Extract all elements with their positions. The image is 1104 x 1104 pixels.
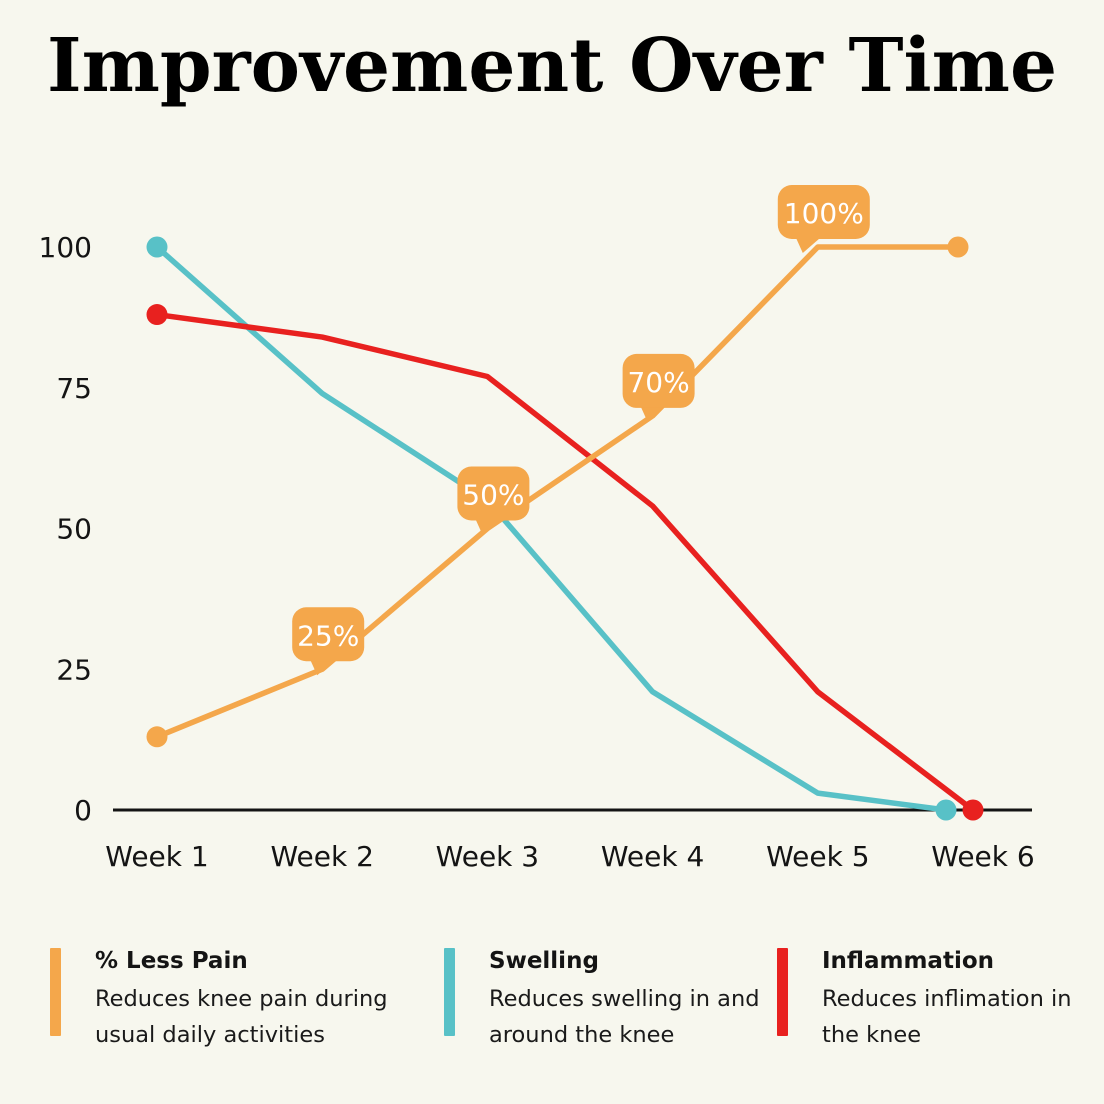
series-line-inflammation xyxy=(154,311,976,813)
legend-description: Reduces knee pain during usual daily act… xyxy=(95,985,388,1048)
data-label-badge: 25% xyxy=(292,607,365,676)
data-label-badge: 100% xyxy=(777,185,870,253)
page-title: Improvement Over Time xyxy=(46,23,1058,109)
badge-box xyxy=(457,466,530,521)
legend-description: Reduces inflimation in the knee xyxy=(822,985,1072,1048)
y-tick-label: 75 xyxy=(56,372,92,405)
x-tick-label: Week 3 xyxy=(436,840,539,873)
series-line-swelling xyxy=(154,244,949,813)
y-tick-label: 0 xyxy=(74,794,92,827)
legend: % Less Pain Reduces knee pain during usu… xyxy=(0,948,1104,1088)
badge-box xyxy=(777,185,870,239)
series-marker-swelling xyxy=(935,799,957,821)
series-line-less-pain xyxy=(154,244,961,740)
y-tick-label: 50 xyxy=(56,513,92,546)
badge-value-label: 50% xyxy=(462,479,524,512)
legend-color-bar xyxy=(777,948,788,1036)
series-marker-inflammation xyxy=(962,799,984,821)
x-tick-label: Week 1 xyxy=(105,840,208,873)
legend-item-less-pain: % Less Pain Reduces knee pain during usu… xyxy=(50,948,425,1053)
badge-value-label: 70% xyxy=(627,366,689,399)
legend-title: % Less Pain xyxy=(95,948,248,974)
series-marker-less-pain xyxy=(947,236,969,258)
badge-box xyxy=(622,353,695,408)
legend-item-inflammation: Inflammation Reduces inflimation in the … xyxy=(777,948,1087,1053)
series-marker-less-pain xyxy=(146,726,168,748)
x-tick-label: Week 4 xyxy=(601,840,704,873)
x-tick-label: Week 5 xyxy=(766,840,869,873)
y-tick-label: 25 xyxy=(56,653,92,686)
series-marker-inflammation xyxy=(146,304,168,326)
badge-box xyxy=(292,607,365,662)
legend-title: Swelling xyxy=(489,948,599,974)
legend-title: Inflammation xyxy=(822,948,995,974)
data-label-badge: 50% xyxy=(457,466,530,535)
legend-description: Reduces swelling in and around the knee xyxy=(489,985,760,1048)
legend-color-bar xyxy=(50,948,61,1036)
badge-value-label: 25% xyxy=(297,619,359,652)
badge-value-label: 100% xyxy=(784,197,864,230)
y-tick-label: 100 xyxy=(39,231,92,264)
series-marker-swelling xyxy=(146,236,168,258)
x-tick-label: Week 2 xyxy=(270,840,373,873)
x-tick-label: Week 6 xyxy=(931,840,1034,873)
legend-color-bar xyxy=(444,948,455,1036)
data-label-badge: 70% xyxy=(622,353,695,422)
legend-item-swelling: Swelling Reduces swelling in and around … xyxy=(444,948,774,1053)
